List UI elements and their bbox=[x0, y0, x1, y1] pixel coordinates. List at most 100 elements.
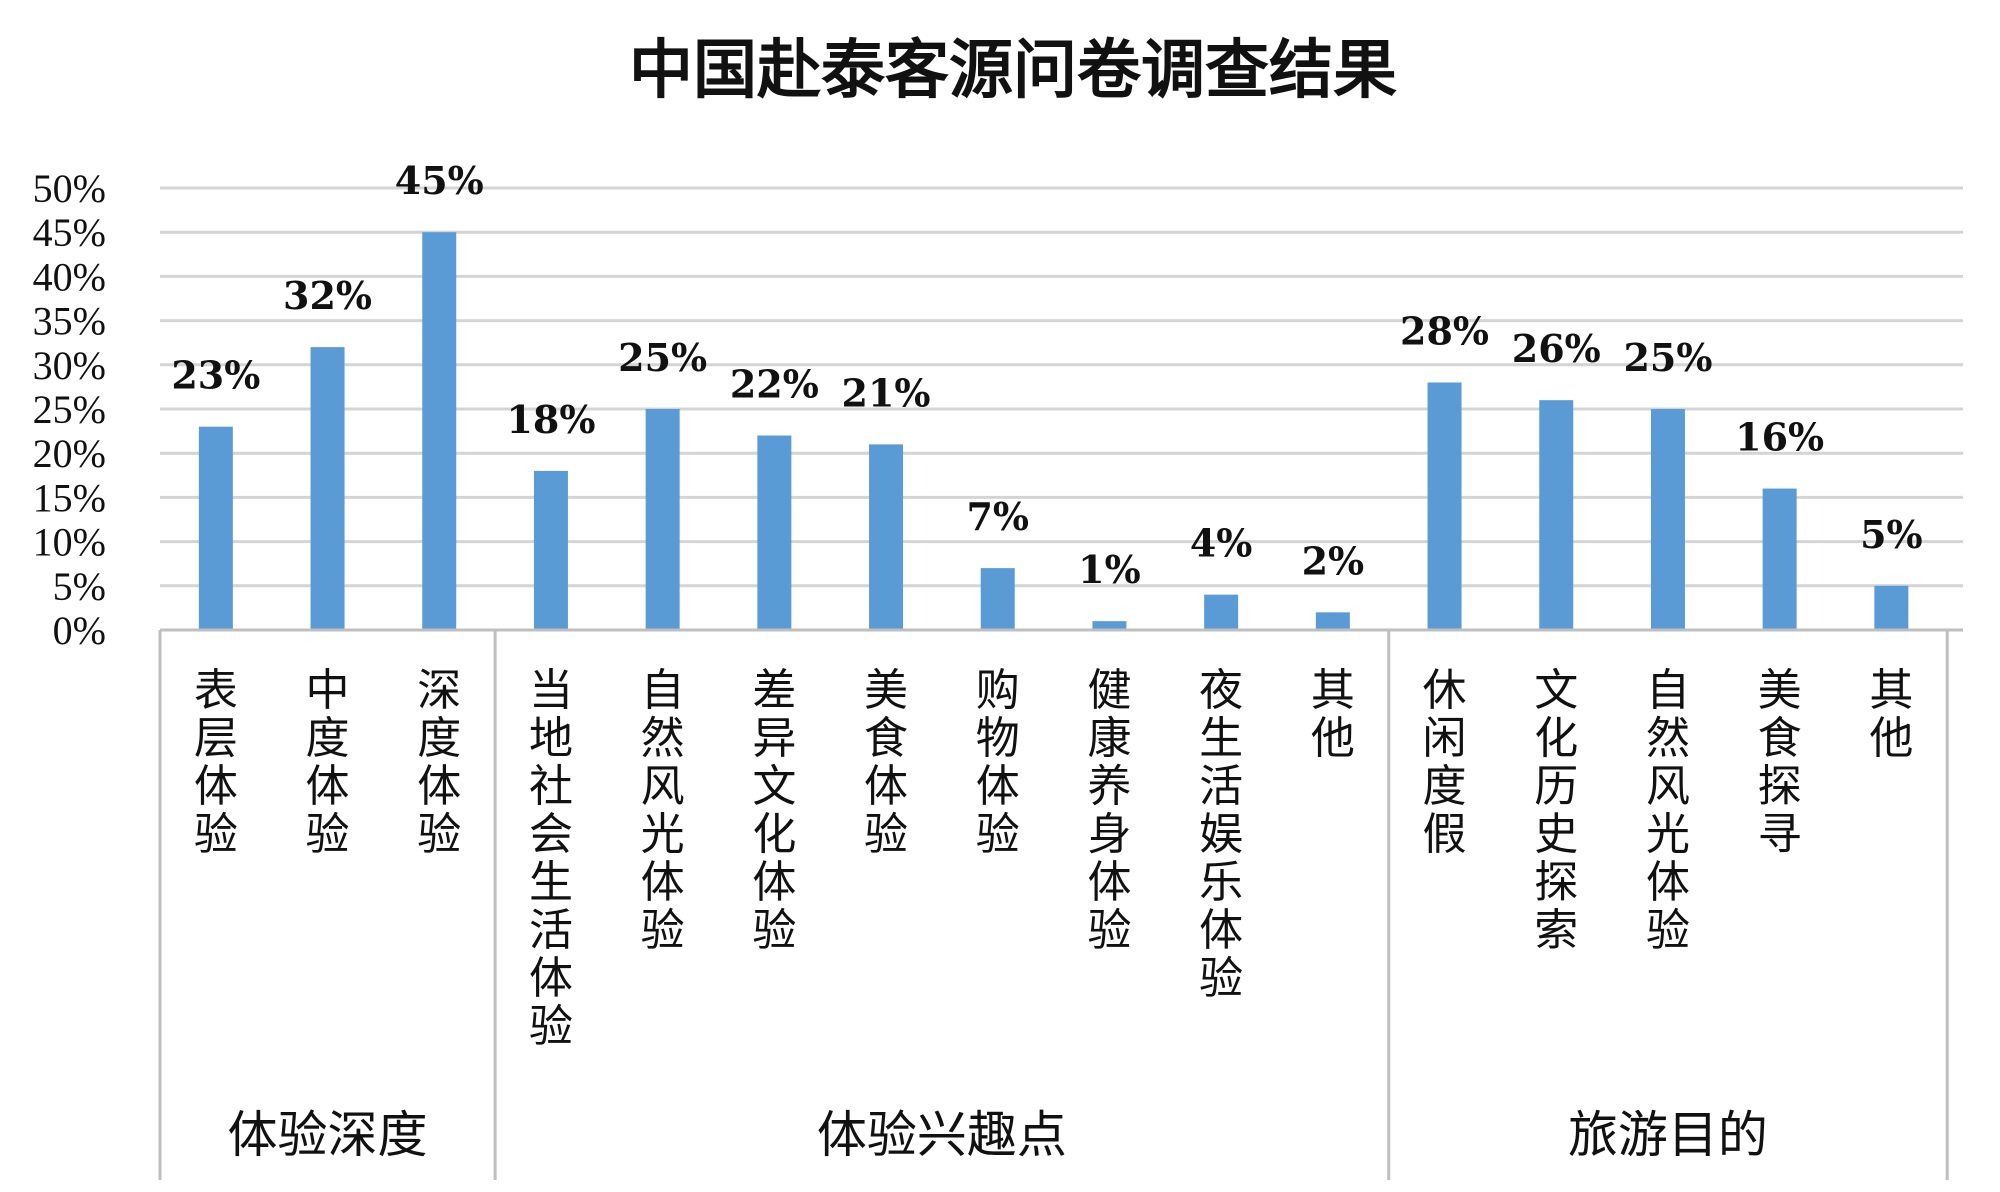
x-category-char: 体 bbox=[1087, 857, 1131, 908]
x-category-char: 生 bbox=[529, 857, 573, 908]
group-label: 体验兴趣点 bbox=[817, 1106, 1067, 1164]
x-category-char: 活 bbox=[529, 905, 573, 956]
x-category-char: 食 bbox=[864, 713, 908, 764]
data-label: 25% bbox=[1623, 335, 1712, 380]
x-category-char: 会 bbox=[529, 809, 573, 860]
y-tick-label: 25% bbox=[33, 387, 106, 432]
x-category-char: 其 bbox=[1869, 665, 1913, 716]
x-category-char: 他 bbox=[1311, 713, 1355, 764]
x-category-char: 史 bbox=[1534, 809, 1578, 860]
x-category-char: 历 bbox=[1534, 761, 1578, 812]
x-category-char: 验 bbox=[864, 809, 908, 860]
x-category-char: 体 bbox=[529, 953, 573, 1004]
x-category-char: 生 bbox=[1199, 713, 1243, 764]
x-category-char: 索 bbox=[1534, 905, 1578, 956]
data-labels-layer: 23% 32% 45% 18% 25% 22% 21% 7% 1% 4% 2% 28% 26% 25% 16… bbox=[171, 158, 1922, 592]
y-tick-label: 40% bbox=[33, 254, 106, 299]
x-category-char: 体 bbox=[417, 761, 461, 812]
x-category-char: 他 bbox=[1869, 713, 1913, 764]
x-category-char: 活 bbox=[1199, 761, 1243, 812]
x-category-char: 当 bbox=[529, 665, 573, 716]
x-category-char: 食 bbox=[1758, 713, 1802, 764]
bar bbox=[757, 435, 792, 630]
data-label: 25% bbox=[618, 335, 707, 380]
bar bbox=[645, 409, 680, 630]
data-label: 18% bbox=[506, 397, 595, 442]
x-category-char: 体 bbox=[194, 761, 238, 812]
bar bbox=[422, 232, 457, 630]
x-category-char: 深 bbox=[417, 665, 461, 716]
x-category-char: 度 bbox=[417, 713, 461, 764]
grid-layer bbox=[160, 186, 1963, 588]
x-category-char: 地 bbox=[529, 713, 573, 764]
x-category-char: 表 bbox=[194, 665, 238, 716]
x-category-char: 文 bbox=[752, 761, 796, 812]
bar bbox=[1539, 400, 1574, 630]
x-category-char: 然 bbox=[641, 713, 685, 764]
x-category-char: 文 bbox=[1534, 665, 1578, 716]
data-label: 26% bbox=[1512, 326, 1601, 371]
x-category-char: 美 bbox=[864, 665, 908, 716]
x-category-char: 养 bbox=[1087, 761, 1131, 812]
x-category-char: 风 bbox=[1646, 761, 1690, 812]
y-tick-label: 35% bbox=[33, 299, 106, 344]
data-label: 4% bbox=[1190, 521, 1253, 566]
y-tick-label: 30% bbox=[33, 343, 106, 388]
y-tick-label: 50% bbox=[33, 166, 106, 211]
x-category-char: 探 bbox=[1534, 857, 1578, 908]
group-label: 旅游目的 bbox=[1568, 1106, 1768, 1164]
chart-title: 中国赴泰客源问卷调查结果 bbox=[629, 34, 1397, 108]
bar bbox=[1427, 382, 1462, 630]
x-category-char: 社 bbox=[529, 761, 573, 812]
x-category-char: 验 bbox=[194, 809, 238, 860]
x-category-char: 然 bbox=[1646, 713, 1690, 764]
x-category-char: 体 bbox=[641, 857, 685, 908]
x-category-char: 度 bbox=[306, 713, 350, 764]
x-category-char: 体 bbox=[306, 761, 350, 812]
x-category-char: 娱 bbox=[1199, 809, 1243, 860]
x-category-char: 美 bbox=[1758, 665, 1802, 716]
bars-layer bbox=[198, 232, 1909, 630]
x-category-char: 假 bbox=[1423, 809, 1467, 860]
bar bbox=[1650, 409, 1685, 630]
x-category-char: 验 bbox=[752, 905, 796, 956]
x-category-char: 验 bbox=[1087, 905, 1131, 956]
y-tick-label: 5% bbox=[53, 564, 106, 609]
y-tick-label: 45% bbox=[33, 210, 106, 255]
x-category-char: 化 bbox=[1534, 713, 1578, 764]
y-axis-ticks: 0%5%10%15%20%25%30%35%40%45%50% bbox=[33, 166, 106, 653]
x-category-char: 物 bbox=[976, 713, 1020, 764]
x-category-char: 寻 bbox=[1758, 809, 1802, 860]
data-label: 22% bbox=[730, 362, 819, 407]
bar bbox=[1762, 488, 1797, 630]
bar bbox=[310, 347, 345, 630]
bar bbox=[198, 426, 233, 630]
x-category-char: 健 bbox=[1087, 665, 1131, 716]
x-category-char: 体 bbox=[1646, 857, 1690, 908]
data-label: 1% bbox=[1078, 547, 1141, 592]
x-category-char: 其 bbox=[1311, 665, 1355, 716]
data-label: 5% bbox=[1860, 512, 1923, 557]
bar bbox=[533, 470, 568, 630]
bar bbox=[1204, 594, 1239, 630]
x-category-char: 度 bbox=[1423, 761, 1467, 812]
bar bbox=[1874, 585, 1909, 630]
y-tick-label: 15% bbox=[33, 475, 106, 520]
x-category-char: 乐 bbox=[1199, 857, 1243, 908]
data-label: 28% bbox=[1400, 308, 1489, 353]
group-label: 体验深度 bbox=[228, 1106, 428, 1164]
x-category-char: 体 bbox=[752, 857, 796, 908]
x-category-char: 闲 bbox=[1423, 713, 1467, 764]
data-label: 21% bbox=[842, 370, 931, 415]
x-category-char: 购 bbox=[976, 665, 1020, 716]
x-category-char: 光 bbox=[641, 809, 685, 860]
x-category-char: 验 bbox=[641, 905, 685, 956]
x-category-char: 康 bbox=[1087, 713, 1131, 764]
y-tick-label: 20% bbox=[33, 431, 106, 476]
x-category-char: 验 bbox=[417, 809, 461, 860]
y-tick-label: 0% bbox=[53, 608, 106, 653]
x-category-char: 探 bbox=[1758, 761, 1802, 812]
x-category-char: 验 bbox=[976, 809, 1020, 860]
x-category-char: 验 bbox=[1199, 953, 1243, 1004]
x-category-char: 验 bbox=[1646, 905, 1690, 956]
